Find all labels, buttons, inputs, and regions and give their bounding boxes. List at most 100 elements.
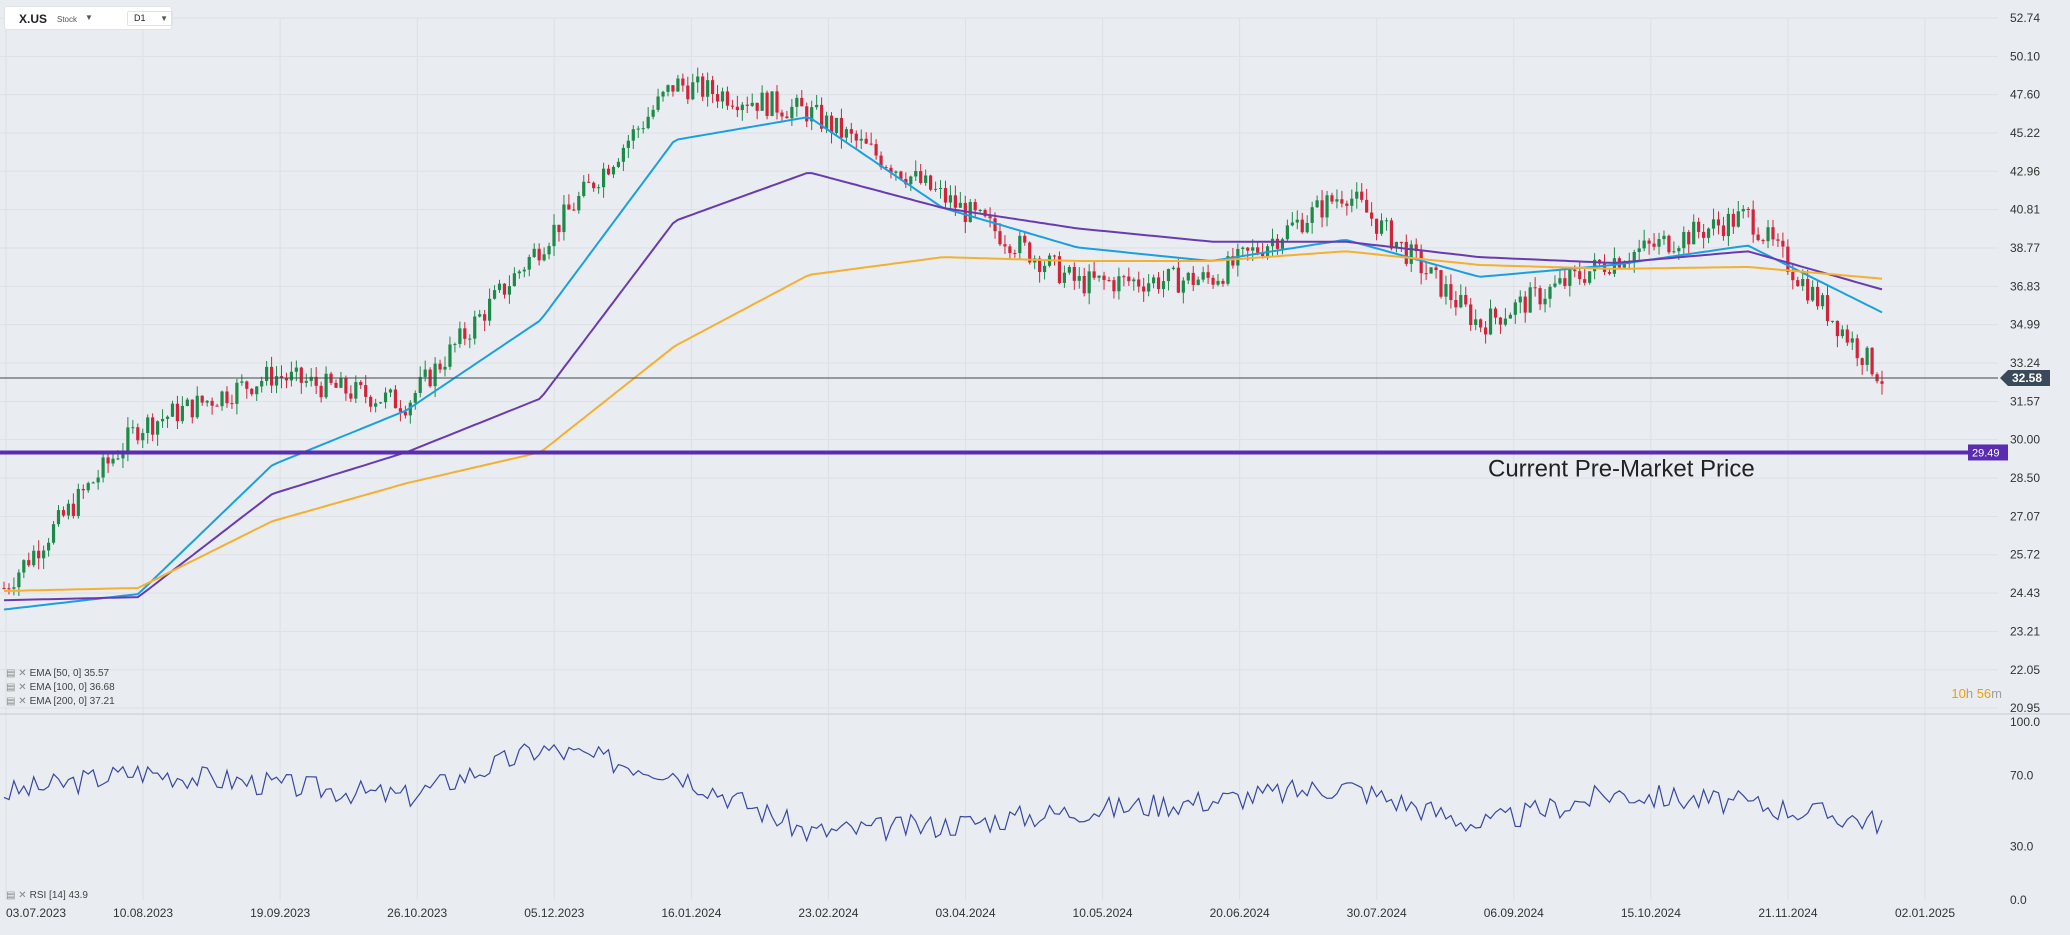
candle-body bbox=[497, 283, 502, 291]
support-level-tag bbox=[1968, 444, 2008, 461]
candle-body bbox=[1379, 220, 1384, 234]
candle-body bbox=[1038, 258, 1042, 273]
instrument-toolbar[interactable]: X.US Stock ▼ D1 ▼ bbox=[4, 6, 173, 30]
candle-body bbox=[1256, 247, 1260, 253]
candle-body bbox=[933, 188, 938, 190]
candle-body bbox=[1087, 271, 1091, 294]
candle-body bbox=[1548, 286, 1552, 299]
candle-body bbox=[1528, 287, 1532, 313]
candle-body bbox=[1697, 221, 1701, 232]
candle-body bbox=[1593, 259, 1597, 272]
candle-body bbox=[1082, 275, 1086, 294]
candle-body bbox=[175, 403, 180, 422]
candle-body bbox=[339, 377, 343, 388]
candle-body bbox=[289, 371, 293, 381]
candle-body bbox=[1811, 286, 1815, 301]
candle-body bbox=[299, 367, 303, 383]
ema-lines bbox=[3, 116, 1883, 611]
legend-ema100-text: EMA [100, 0] 36.68 bbox=[29, 682, 115, 693]
candle-body bbox=[1251, 247, 1255, 251]
candle-body bbox=[522, 269, 526, 272]
candle-body bbox=[1711, 219, 1716, 229]
candle-body bbox=[1434, 267, 1438, 271]
candle-body bbox=[269, 366, 274, 386]
candle-body bbox=[1508, 314, 1512, 319]
candle-body bbox=[676, 78, 680, 92]
candle-body bbox=[418, 376, 422, 393]
candle-body bbox=[1840, 329, 1844, 337]
candle-body bbox=[413, 392, 417, 403]
candle-body bbox=[1345, 203, 1349, 206]
candle-body bbox=[1305, 222, 1309, 233]
candle-body bbox=[1335, 199, 1339, 202]
ema100-line bbox=[3, 172, 1883, 602]
candle-body bbox=[170, 403, 175, 417]
candle-body bbox=[1414, 244, 1418, 252]
settings-icon[interactable]: ▤ ✕ bbox=[6, 890, 27, 901]
candle-body bbox=[755, 102, 759, 111]
chevron-down-icon[interactable]: ▼ bbox=[85, 13, 93, 22]
candle-body bbox=[1151, 277, 1156, 284]
candle-body bbox=[1350, 198, 1354, 206]
candle-body bbox=[1290, 222, 1294, 226]
candle-body bbox=[2, 587, 6, 589]
candle-body bbox=[1756, 234, 1760, 241]
candle-body bbox=[844, 129, 848, 138]
candle-body bbox=[631, 129, 635, 141]
candle-body bbox=[274, 376, 279, 386]
candle-body bbox=[255, 386, 259, 395]
candle-body bbox=[359, 382, 363, 386]
candle-body bbox=[815, 104, 819, 108]
candle-body bbox=[1320, 200, 1324, 218]
candle-body bbox=[1028, 242, 1032, 263]
timeframe-select[interactable]: D1 ▼ bbox=[127, 11, 173, 26]
candle-body bbox=[86, 483, 90, 491]
candle-body bbox=[304, 380, 308, 383]
ema200-line bbox=[3, 250, 1883, 592]
candle-body bbox=[864, 138, 868, 144]
candle-body bbox=[1483, 327, 1488, 335]
settings-icon[interactable]: ▤ ✕ bbox=[6, 668, 27, 679]
candle-body bbox=[938, 188, 943, 190]
candle-body bbox=[1459, 294, 1463, 308]
candle-body bbox=[1820, 295, 1825, 307]
candle-body bbox=[953, 195, 957, 208]
legend-rsi[interactable]: ▤ ✕ RSI [14] 43.9 bbox=[6, 890, 88, 901]
price-tick-label: 45.22 bbox=[2010, 126, 2040, 140]
legend-ema50[interactable]: ▤ ✕ EMA [50, 0] 35.57 bbox=[6, 668, 109, 679]
candle-body bbox=[641, 128, 645, 130]
candle-body bbox=[874, 144, 878, 156]
price-tick-label: 28.50 bbox=[2010, 471, 2040, 485]
candle-body bbox=[1672, 251, 1676, 253]
candle-body bbox=[914, 171, 918, 177]
annotation-label: Current Pre-Market Price bbox=[1488, 455, 1755, 482]
candle-body bbox=[715, 93, 720, 102]
instrument-type: Stock bbox=[57, 15, 78, 24]
settings-icon[interactable]: ▤ ✕ bbox=[6, 682, 27, 693]
candle-body bbox=[839, 117, 844, 138]
candle-body bbox=[121, 451, 125, 459]
candle-body bbox=[1107, 280, 1111, 282]
legend-ema100[interactable]: ▤ ✕ EMA [100, 0] 36.68 bbox=[6, 682, 115, 693]
candle-body bbox=[374, 403, 378, 407]
candle-body bbox=[96, 477, 100, 483]
candle-body bbox=[948, 195, 953, 203]
rsi-tick-label: 70.0 bbox=[2010, 768, 2034, 782]
candle-body bbox=[364, 385, 368, 397]
symbol-label[interactable]: X.US bbox=[19, 12, 48, 26]
rsi-tick-label: 0.0 bbox=[2010, 893, 2027, 907]
date-tick-label: 06.09.2024 bbox=[1484, 906, 1544, 920]
candle-body bbox=[463, 328, 467, 339]
candle-timer: 10h 56m bbox=[1951, 686, 2002, 701]
candle-body bbox=[438, 363, 442, 370]
candle-body bbox=[1147, 283, 1151, 292]
settings-icon[interactable]: ▤ ✕ bbox=[6, 696, 27, 707]
candle-body bbox=[1176, 267, 1180, 293]
legend-ema200[interactable]: ▤ ✕ EMA [200, 0] 37.21 bbox=[6, 696, 115, 707]
candle-body bbox=[1657, 239, 1661, 247]
candle-body bbox=[1330, 195, 1334, 202]
candle-body bbox=[1835, 320, 1840, 337]
candle-body bbox=[963, 202, 967, 223]
